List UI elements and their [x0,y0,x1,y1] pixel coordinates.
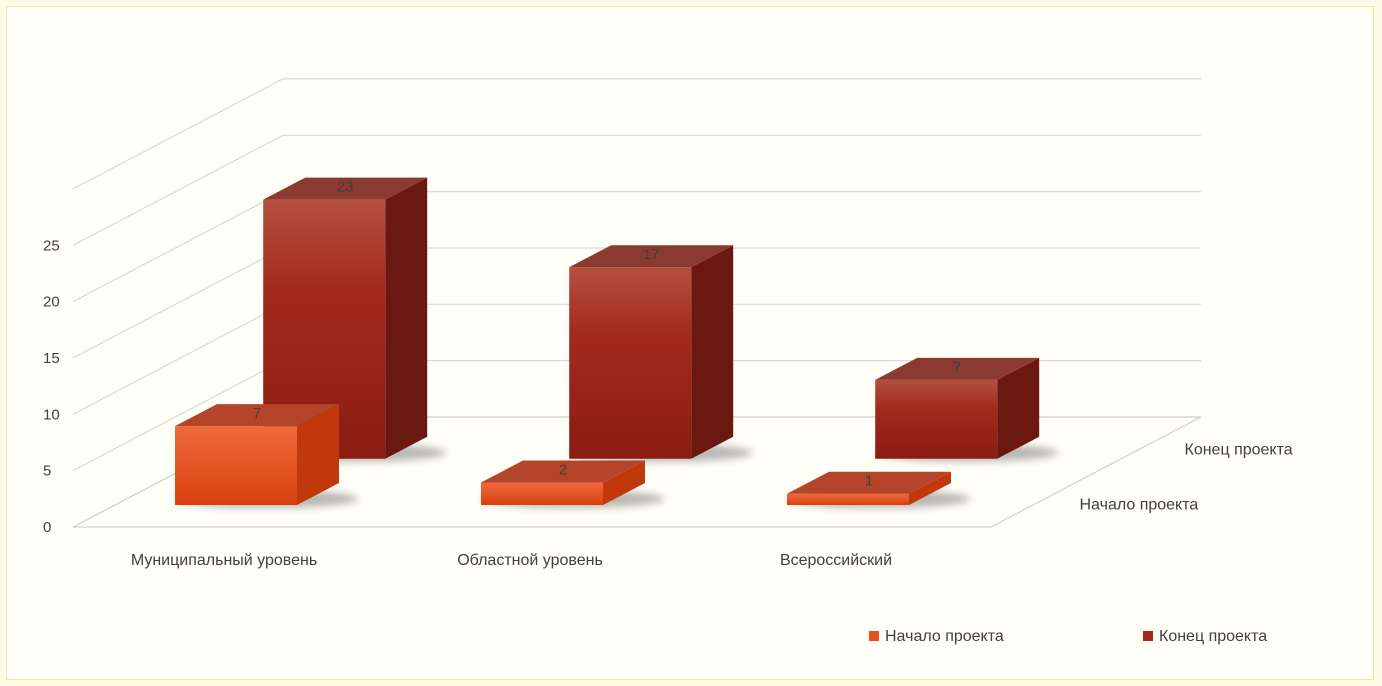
legend-entry: Начало проекта [885,628,1004,645]
legend-swatch [869,631,879,641]
bar-side [909,471,951,505]
bar-side [297,404,339,505]
legend: Начало проекта Конец проекта [869,628,1267,645]
y-tick-label: 5 [43,463,51,480]
category-label: Муниципальный уровень [131,552,317,569]
bars: 23 17 7 7 2 1 [175,177,1059,508]
bar-side [603,460,645,505]
depth-axis: Начало проекта Конец проекта [1080,442,1293,514]
gridline [72,134,1201,246]
bar-front [787,493,909,505]
bar-front [875,379,998,459]
bar-front [569,267,692,459]
bar-top [175,404,339,427]
data-label: 1 [865,473,873,490]
legend-swatch [1143,631,1153,641]
y-tick-label: 25 [43,237,60,254]
bar-top [481,460,645,483]
bar-top [569,245,734,268]
bar-side [997,357,1040,459]
bar-front [263,199,386,459]
chart-frame: 0 5 10 15 20 25 23 17 7 7 2 1 Муниципальный уровен… [6,6,1374,680]
data-label: 7 [253,405,261,422]
value-axis: 0 5 10 15 20 25 [43,237,60,536]
legend-entry: Конец проекта [1159,628,1267,645]
bar-top [263,177,428,200]
data-label: 23 [337,179,354,196]
bar-front [175,426,297,505]
gridline [72,78,1201,190]
y-tick-label: 20 [43,294,60,311]
data-label: 17 [643,246,660,263]
bar-front [481,482,603,505]
bar-top [787,471,951,494]
depth-label: Конец проекта [1185,442,1293,459]
bar-chart-3d: 0 5 10 15 20 25 23 17 7 7 2 1 Муниципальный уровен… [43,78,1293,645]
category-label: Всероссийский [780,552,892,569]
bar-side [385,177,428,459]
depth-label: Начало проекта [1080,497,1199,514]
data-label: 2 [559,461,567,478]
y-tick-label: 10 [43,406,60,423]
category-axis: Муниципальный уровень Областной уровень Вс… [131,552,892,569]
y-tick-label: 15 [43,350,60,367]
bar-top [875,357,1040,380]
category-label: Областной уровень [457,552,603,569]
data-label: 7 [953,359,961,376]
bar-side [691,245,734,459]
y-tick-label: 0 [43,519,51,536]
